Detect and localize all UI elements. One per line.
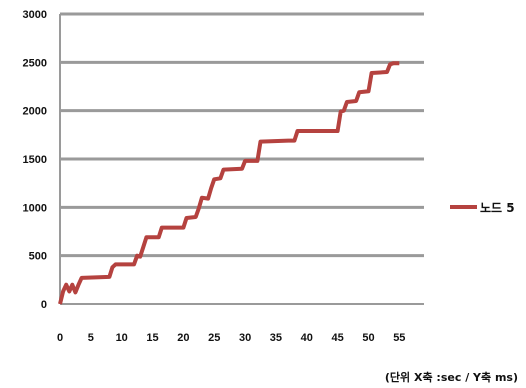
grid-lines [60, 12, 424, 305]
x-tick-label: 25 [208, 332, 220, 344]
unit-note: (단위 X축 :sec / Y축 ms) [385, 370, 518, 384]
x-tick-label: 40 [301, 332, 313, 344]
y-tick-label: 3000 [23, 9, 47, 21]
x-tick-label: 30 [239, 332, 251, 344]
x-tick-label: 50 [362, 332, 374, 344]
y-tick-label: 2000 [23, 106, 47, 118]
x-tick-label: 55 [393, 332, 405, 344]
y-tick-label: 2500 [23, 57, 47, 69]
legend: 노드 5 [450, 201, 515, 215]
y-axis-tick-labels: 0 500 1000 1500 2000 2500 3000 [23, 9, 47, 311]
x-tick-label: 20 [177, 332, 189, 344]
y-tick-label: 0 [41, 299, 47, 311]
x-tick-label: 0 [57, 332, 63, 344]
x-tick-label: 10 [116, 332, 128, 344]
y-tick-label: 500 [29, 251, 47, 263]
x-tick-label: 15 [146, 332, 158, 344]
x-tick-label: 5 [88, 332, 94, 344]
x-tick-label: 45 [332, 332, 344, 344]
x-tick-label: 35 [270, 332, 282, 344]
x-axis-tick-labels: 0 5 10 15 20 25 30 35 40 45 50 55 [57, 332, 406, 344]
y-tick-label: 1500 [23, 154, 47, 166]
y-tick-label: 1000 [23, 202, 47, 214]
series-line-node5 [58, 61, 400, 305]
legend-label: 노드 5 [480, 201, 515, 215]
